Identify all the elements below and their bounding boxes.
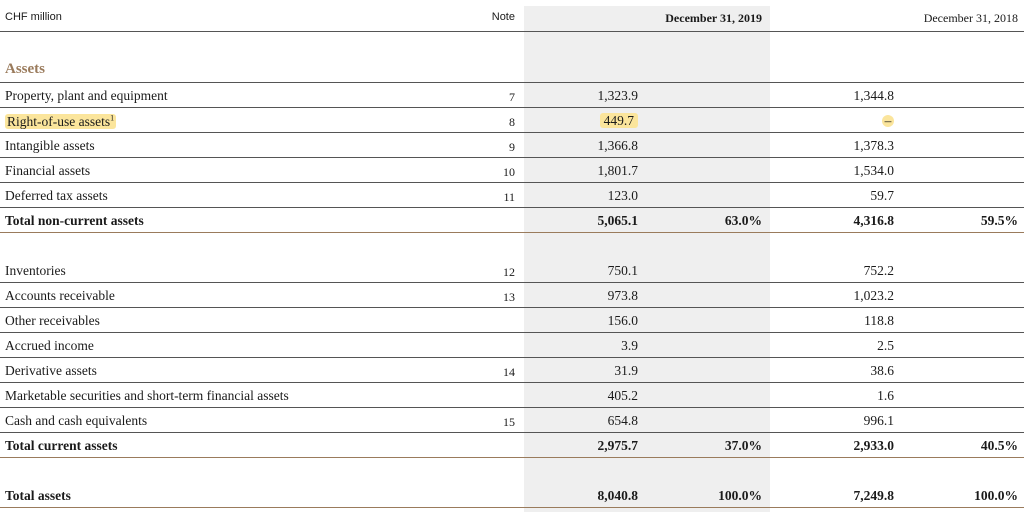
percent-2019: 37.0% xyxy=(724,438,762,453)
percent-2019: 100.0% xyxy=(718,488,762,503)
col-header-2019: December 31, 2019 xyxy=(665,11,762,25)
value-2018: 38.6 xyxy=(870,363,894,378)
row-label: Other receivables xyxy=(5,313,100,328)
row-note: 8 xyxy=(509,115,515,129)
row-label: Inventories xyxy=(5,263,66,278)
row-label: Property, plant and equipment xyxy=(5,88,168,103)
value-2018: 996.1 xyxy=(863,413,894,428)
table-row: Derivative assets 14 31.9 38.6 xyxy=(0,358,1024,383)
value-2019-highlighted: 449.7 xyxy=(599,113,638,129)
value-2019: 654.8 xyxy=(607,413,638,428)
table-row: Financial assets 10 1,801.7 1,534.0 xyxy=(0,158,1024,183)
row-label: Accounts receivable xyxy=(5,288,115,303)
highlight-column-2019 xyxy=(524,6,770,512)
row-note: 13 xyxy=(503,290,515,304)
divider xyxy=(0,82,1024,83)
percent-2018: 40.5% xyxy=(980,438,1018,453)
note-header: Note xyxy=(491,11,515,23)
grand-total-row: Total assets 8,040.8 100.0% 7,249.8 100.… xyxy=(0,483,1024,508)
value-2019: 405.2 xyxy=(607,388,638,403)
value-2018: 2,933.0 xyxy=(853,438,895,453)
value-2019: 750.1 xyxy=(607,263,638,278)
table-header: CHF million Note December 31, 2019 Decem… xyxy=(0,0,1024,32)
row-note: 9 xyxy=(509,140,515,154)
row-label: Total assets xyxy=(5,488,71,503)
value-2018: 2.5 xyxy=(877,338,894,353)
unit-label: CHF million xyxy=(5,11,62,23)
section-title: Assets xyxy=(5,61,45,77)
table-row: Marketable securities and short-term fin… xyxy=(0,383,1024,408)
table-row: Property, plant and equipment 7 1,323.9 … xyxy=(0,83,1024,108)
total-row: Total current assets 2,975.7 37.0% 2,933… xyxy=(0,433,1024,458)
value-2018: 752.2 xyxy=(863,263,894,278)
value-2019: 5,065.1 xyxy=(597,213,639,228)
row-note: 15 xyxy=(503,415,515,429)
value-2018: 118.8 xyxy=(864,313,894,328)
value-2019: 123.0 xyxy=(607,188,638,203)
footnote-marker: 1 xyxy=(110,113,115,122)
col-header-2018: December 31, 2018 xyxy=(923,11,1018,25)
row-label: Total current assets xyxy=(5,438,118,453)
value-2018: 1,378.3 xyxy=(853,138,895,153)
value-2018-highlighted: – xyxy=(882,113,894,129)
row-note: 14 xyxy=(503,365,515,379)
row-note: 10 xyxy=(503,165,515,179)
value-2018: 59.7 xyxy=(870,188,894,203)
row-label: Cash and cash equivalents xyxy=(5,413,148,428)
row-label: Intangible assets xyxy=(5,138,95,153)
row-label: Marketable securities and short-term fin… xyxy=(5,388,289,403)
percent-2018: 100.0% xyxy=(974,488,1018,503)
value-2019: 31.9 xyxy=(614,363,638,378)
row-label: Financial assets xyxy=(5,163,91,178)
table-row: Inventories 12 750.1 752.2 xyxy=(0,258,1024,283)
value-2018: 1.6 xyxy=(877,388,894,403)
table-row: Intangible assets 9 1,366.8 1,378.3 xyxy=(0,133,1024,158)
table-row: Accounts receivable 13 973.8 1,023.2 xyxy=(0,283,1024,308)
percent-2019: 63.0% xyxy=(724,213,762,228)
total-row: Total non-current assets 5,065.1 63.0% 4… xyxy=(0,208,1024,233)
row-label: Deferred tax assets xyxy=(5,188,108,203)
value-2018: 4,316.8 xyxy=(853,213,895,228)
value-2019: 2,975.7 xyxy=(597,438,639,453)
value-2019: 973.8 xyxy=(607,288,638,303)
value-2019: 1,366.8 xyxy=(597,138,639,153)
row-label: Right-of-use assets xyxy=(7,113,111,129)
percent-2018: 59.5% xyxy=(980,213,1018,228)
value-2018: 7,249.8 xyxy=(853,488,895,503)
table-row: Cash and cash equivalents 15 654.8 996.1 xyxy=(0,408,1024,433)
row-label: Derivative assets xyxy=(5,363,97,378)
value-2018: 1,344.8 xyxy=(853,88,895,103)
value-2018: 1,534.0 xyxy=(853,163,895,178)
row-note: 12 xyxy=(503,265,515,279)
value-2019: 156.0 xyxy=(607,313,638,328)
table-row: Deferred tax assets 11 123.0 59.7 xyxy=(0,183,1024,208)
value-2018: 1,023.2 xyxy=(853,288,895,303)
value-2018: – xyxy=(882,114,894,127)
row-label: Accrued income xyxy=(5,338,94,353)
table-row: Other receivables 156.0 118.8 xyxy=(0,308,1024,333)
row-note: 7 xyxy=(509,90,515,104)
value-2019: 1,801.7 xyxy=(597,163,639,178)
table-row: Right-of-use assets1 8 449.7 – xyxy=(0,108,1024,133)
value-2019: 1,323.9 xyxy=(597,88,639,103)
value-2019: 449.7 xyxy=(599,113,638,128)
value-2019: 8,040.8 xyxy=(597,488,639,503)
row-note: 11 xyxy=(503,190,515,204)
row-label-highlighted: Right-of-use assets1 xyxy=(5,113,117,130)
table-row: Accrued income 3.9 2.5 xyxy=(0,333,1024,358)
row-label: Total non-current assets xyxy=(5,213,144,228)
value-2019: 3.9 xyxy=(621,338,638,353)
